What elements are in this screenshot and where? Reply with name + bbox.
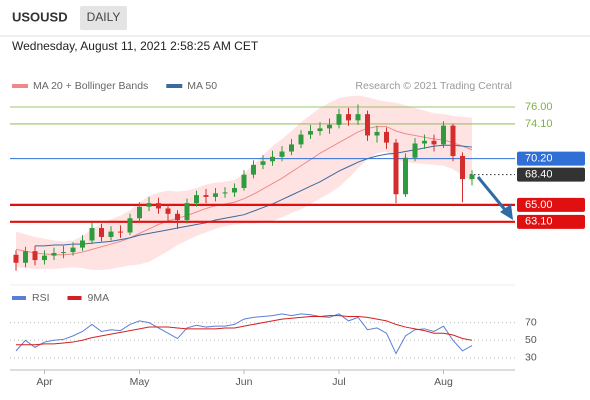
arrow-head <box>500 204 513 220</box>
candle-body <box>327 124 332 129</box>
candle-body <box>460 155 465 180</box>
candle-body <box>298 134 304 145</box>
symbol: USOUSD <box>12 9 68 24</box>
legend-label: 9MA <box>88 292 110 304</box>
level-box <box>517 151 585 166</box>
indicator-line <box>16 315 473 346</box>
candle-body <box>80 240 85 248</box>
candle-body <box>42 255 47 261</box>
forecast-arrow <box>476 176 513 220</box>
x-tick-label: Jun <box>236 376 253 388</box>
y-tick-label: 70 <box>525 316 537 328</box>
candle-body <box>146 203 152 207</box>
level-box <box>517 167 585 182</box>
candle-body <box>127 218 133 233</box>
candle-body <box>32 251 38 261</box>
candle-body <box>308 131 313 135</box>
indicator-line <box>15 313 473 355</box>
candle-body <box>260 161 266 165</box>
candle-body <box>270 156 275 162</box>
level-label: 76.00 <box>525 101 553 113</box>
candle-body <box>289 144 294 152</box>
level-label: 74.10 <box>525 118 553 130</box>
candle-body <box>23 251 28 263</box>
x-tick-label: May <box>130 376 151 388</box>
candle-body <box>51 252 57 256</box>
legend-label: RSI <box>32 292 50 304</box>
candle-body <box>194 195 199 204</box>
moving-average <box>15 126 473 256</box>
candle-body <box>384 131 389 143</box>
credit: Research © 2021 Trading Central <box>355 80 512 92</box>
legend-swatch <box>12 84 28 88</box>
candle-body <box>450 125 456 156</box>
candle-body <box>317 128 323 132</box>
candle-body <box>70 247 76 253</box>
candle-body <box>346 114 351 121</box>
arrow-shaft <box>476 176 508 212</box>
candle-body <box>118 231 123 233</box>
level-box <box>517 197 585 212</box>
candle-body <box>222 192 228 194</box>
candle-body <box>232 187 237 193</box>
legend-swatch <box>12 296 26 300</box>
legend-swatch <box>67 296 82 300</box>
level-label: 70.20 <box>525 153 553 165</box>
level-box <box>517 214 585 229</box>
candle-body <box>203 195 209 197</box>
candle-body <box>175 213 180 221</box>
candle-body <box>279 151 285 157</box>
candle-body <box>156 203 161 209</box>
candle-body <box>137 206 142 219</box>
x-tick-label: Apr <box>36 376 53 388</box>
x-tick-label: Jul <box>332 376 345 388</box>
candle-body <box>99 228 104 237</box>
candle-body <box>61 252 66 254</box>
y-tick-label: 30 <box>525 352 537 364</box>
candle-body <box>403 157 408 195</box>
candle-body <box>13 254 19 263</box>
candle-body <box>108 231 114 237</box>
candle-body <box>355 114 361 121</box>
candle-body <box>184 203 190 221</box>
candle-body <box>469 174 475 180</box>
candle-body <box>422 140 427 144</box>
datetime: Wednesday, August 11, 2021 2:58:25 AM CE… <box>12 39 259 53</box>
candle-body <box>251 164 256 175</box>
candle-body <box>89 228 95 241</box>
moving-average <box>35 144 473 247</box>
candle-body <box>336 114 342 125</box>
y-tick-label: 50 <box>525 334 537 346</box>
legend-swatch <box>166 84 183 88</box>
candle-body <box>374 131 380 136</box>
timeframe-label[interactable]: DAILY <box>87 10 121 24</box>
timeframe-button[interactable] <box>80 6 127 30</box>
candle-body <box>213 193 218 197</box>
legend-label: MA 50 <box>187 80 217 92</box>
candle-body <box>365 114 370 136</box>
candle-body <box>431 140 437 145</box>
candle-body <box>393 142 399 195</box>
level-label: 63.10 <box>525 216 553 228</box>
legend-label: MA 20 + Bollinger Bands <box>33 80 148 92</box>
candle-body <box>412 143 418 158</box>
candle-body <box>241 174 247 188</box>
candle-body <box>441 125 446 145</box>
candle-body <box>165 208 171 214</box>
x-tick-label: Aug <box>434 376 453 388</box>
level-label: 65.00 <box>525 199 553 211</box>
level-label: 68.40 <box>525 169 553 181</box>
